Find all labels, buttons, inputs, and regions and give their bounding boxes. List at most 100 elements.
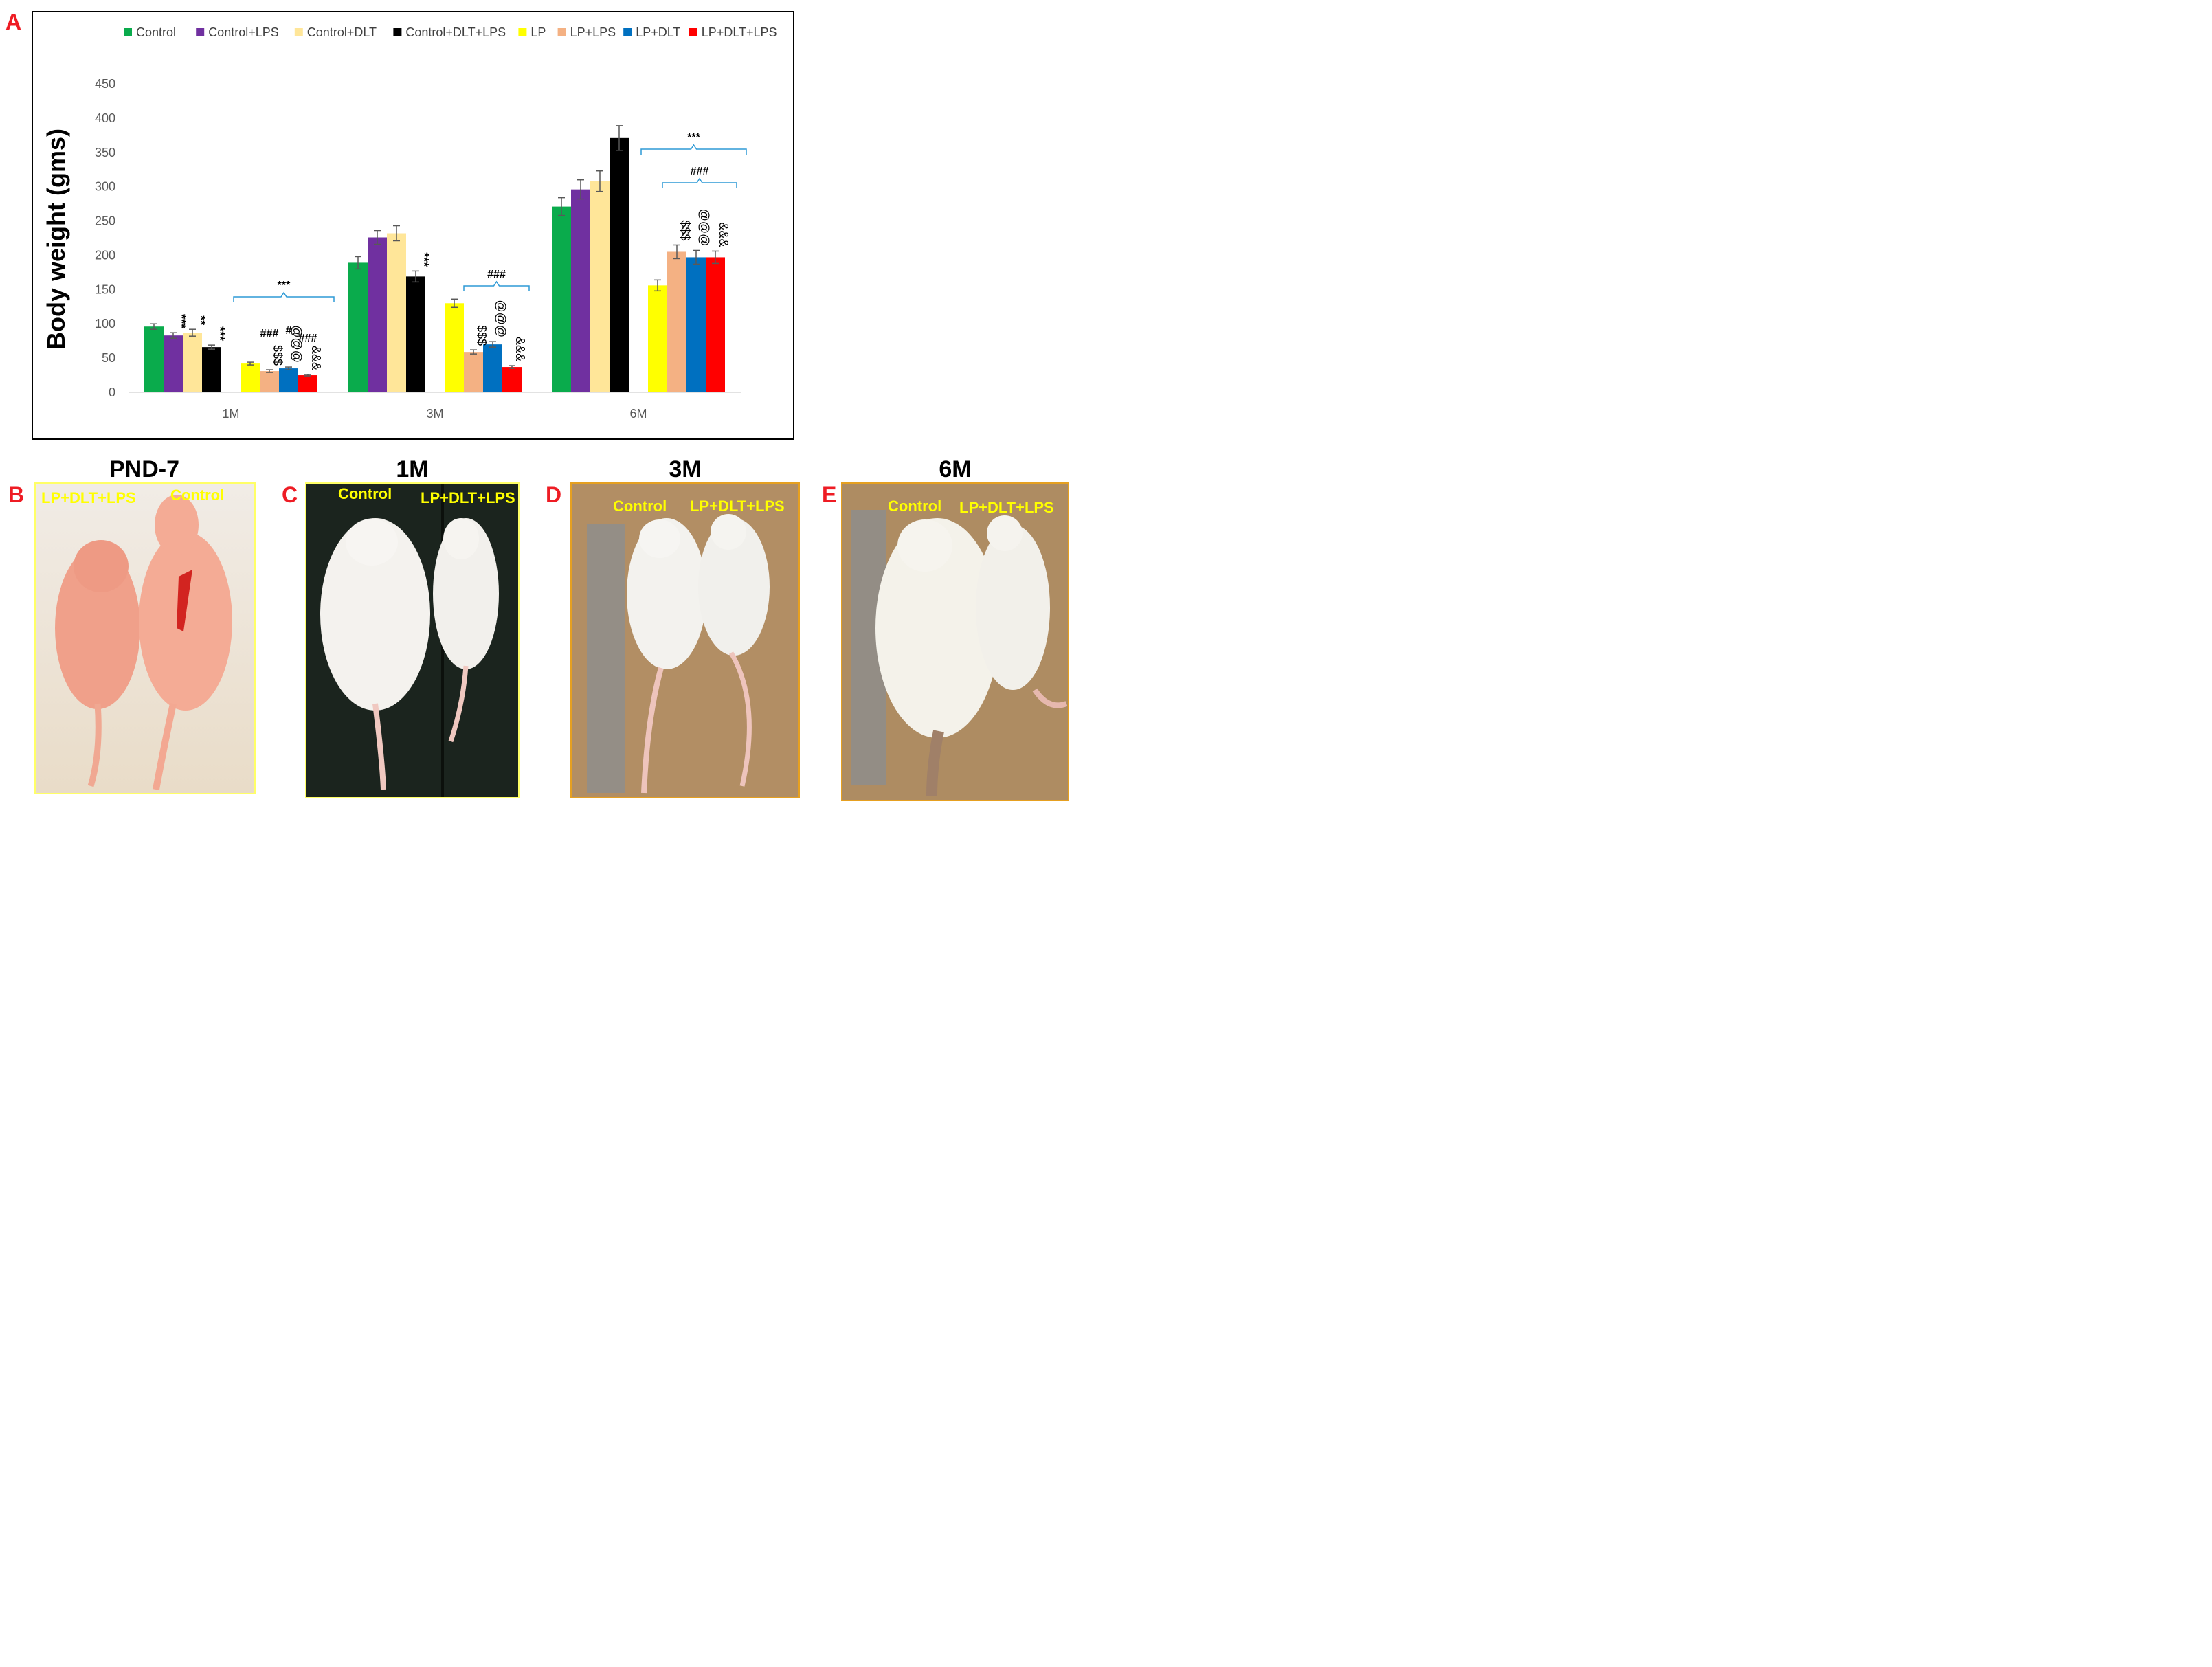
bracket-line — [662, 177, 737, 188]
significance-mark: # — [286, 325, 292, 337]
photo-6m: Control LP+DLT+LPS — [841, 482, 1069, 801]
significance-mark: ** — [194, 315, 208, 325]
bracket-mark: ### — [691, 166, 709, 177]
panel-label-d: D — [546, 482, 562, 507]
legend-label: Control+LPS — [208, 25, 279, 39]
y-tick-label: 50 — [102, 351, 115, 365]
photo-pnd7: LP+DLT+LPS Control — [34, 482, 256, 794]
legend-label: LP+DLT+LPS — [702, 25, 777, 39]
bar — [464, 352, 483, 392]
photo-title-6m: 6M — [939, 456, 972, 482]
y-tick-label: 450 — [95, 77, 115, 91]
y-tick-label: 150 — [95, 282, 115, 296]
y-tick-label: 100 — [95, 317, 115, 331]
x-tick-label: 1M — [222, 407, 239, 421]
significance-mark: ### — [299, 333, 317, 344]
bar — [387, 233, 406, 392]
legend-swatch — [196, 28, 205, 36]
1m-right-label: LP+DLT+LPS — [421, 489, 515, 506]
bar — [706, 257, 725, 392]
y-axis-title: Body weight (gms) — [42, 128, 70, 350]
bar — [348, 262, 368, 392]
legend-label: Control — [136, 25, 176, 39]
bar — [590, 181, 610, 392]
rats-3m-illustration — [572, 484, 798, 797]
significance-mark: @@@ — [697, 209, 711, 247]
pnd7-right-label: Control — [170, 486, 225, 504]
significance-mark: @@@ — [494, 300, 508, 337]
bracket-line — [640, 144, 747, 155]
legend-swatch — [393, 28, 402, 36]
6m-left-label: Control — [888, 497, 942, 515]
significance-mark: &&& — [717, 222, 730, 247]
3m-right-label: LP+DLT+LPS — [690, 497, 785, 515]
bar — [279, 368, 298, 392]
bar — [260, 371, 279, 392]
significance-mark: *** — [175, 314, 188, 328]
y-tick-label: 250 — [95, 214, 115, 228]
y-tick-label: 350 — [95, 146, 115, 159]
bar — [241, 363, 260, 392]
bar — [368, 237, 387, 392]
x-tick-label: 6M — [629, 407, 647, 421]
legend-label: LP+DLT — [636, 25, 680, 39]
panel-label-c: C — [282, 482, 298, 507]
3m-left-label: Control — [613, 497, 667, 515]
body-weight-chart: 0 50 100 150 200 250 300 350 400 450 Body weight (… — [32, 11, 794, 440]
legend-label: Control+DLT+LPS — [405, 25, 506, 39]
bar — [202, 347, 221, 392]
bar — [164, 335, 183, 392]
significance-mark: @@@ — [290, 325, 304, 363]
significance-mark: &&& — [309, 346, 323, 370]
bar — [406, 276, 425, 392]
pups-illustration — [36, 484, 254, 793]
y-tick-label: 200 — [95, 248, 115, 262]
photo-3m: Control LP+DLT+LPS — [570, 482, 800, 798]
legend-swatch — [124, 28, 132, 36]
significance-mark: *** — [417, 252, 431, 267]
legend-swatch — [557, 28, 566, 36]
bracket-mark: *** — [278, 280, 291, 291]
bar — [502, 367, 522, 392]
legend-label: LP — [530, 25, 546, 39]
bar — [144, 326, 164, 392]
y-tick-label: 0 — [109, 385, 115, 399]
bar — [667, 251, 686, 392]
significance-mark: $$$ — [271, 345, 284, 366]
x-tick-label: 3M — [426, 407, 443, 421]
legend-label: Control+DLT — [307, 25, 377, 39]
legend-swatch — [294, 28, 303, 36]
bar — [552, 206, 571, 392]
bracket-line — [463, 280, 530, 291]
bar — [648, 285, 667, 392]
panel-label-e: E — [822, 482, 837, 507]
bar — [298, 375, 317, 392]
rats-6m-illustration — [842, 484, 1068, 800]
legend-swatch — [689, 28, 697, 36]
photo-title-pnd7: PND-7 — [109, 456, 180, 482]
bar — [610, 137, 629, 392]
bracket-line — [233, 291, 335, 302]
legend-swatch — [623, 28, 632, 36]
y-tick-label: 400 — [95, 111, 115, 125]
significance-mark: *** — [213, 326, 227, 341]
rats-1m-illustration — [306, 484, 518, 797]
panel-label-b: B — [8, 482, 25, 507]
significance-mark: &&& — [513, 337, 527, 361]
bar — [571, 189, 590, 392]
photo-title-1m: 1M — [396, 456, 429, 482]
bar — [183, 333, 202, 392]
photo-title-3m: 3M — [669, 456, 702, 482]
bar — [686, 257, 706, 392]
pnd7-left-label: LP+DLT+LPS — [41, 489, 136, 506]
bar — [483, 344, 502, 392]
photo-1m: Control LP+DLT+LPS — [305, 482, 520, 798]
bar — [445, 303, 464, 392]
significance-mark: $$$ — [475, 325, 489, 346]
legend-swatch — [518, 28, 527, 36]
bracket-mark: ### — [487, 269, 506, 280]
6m-right-label: LP+DLT+LPS — [959, 499, 1054, 516]
significance-mark: ### — [260, 328, 279, 339]
legend-label: LP+LPS — [570, 25, 616, 39]
bracket-mark: *** — [687, 132, 700, 144]
